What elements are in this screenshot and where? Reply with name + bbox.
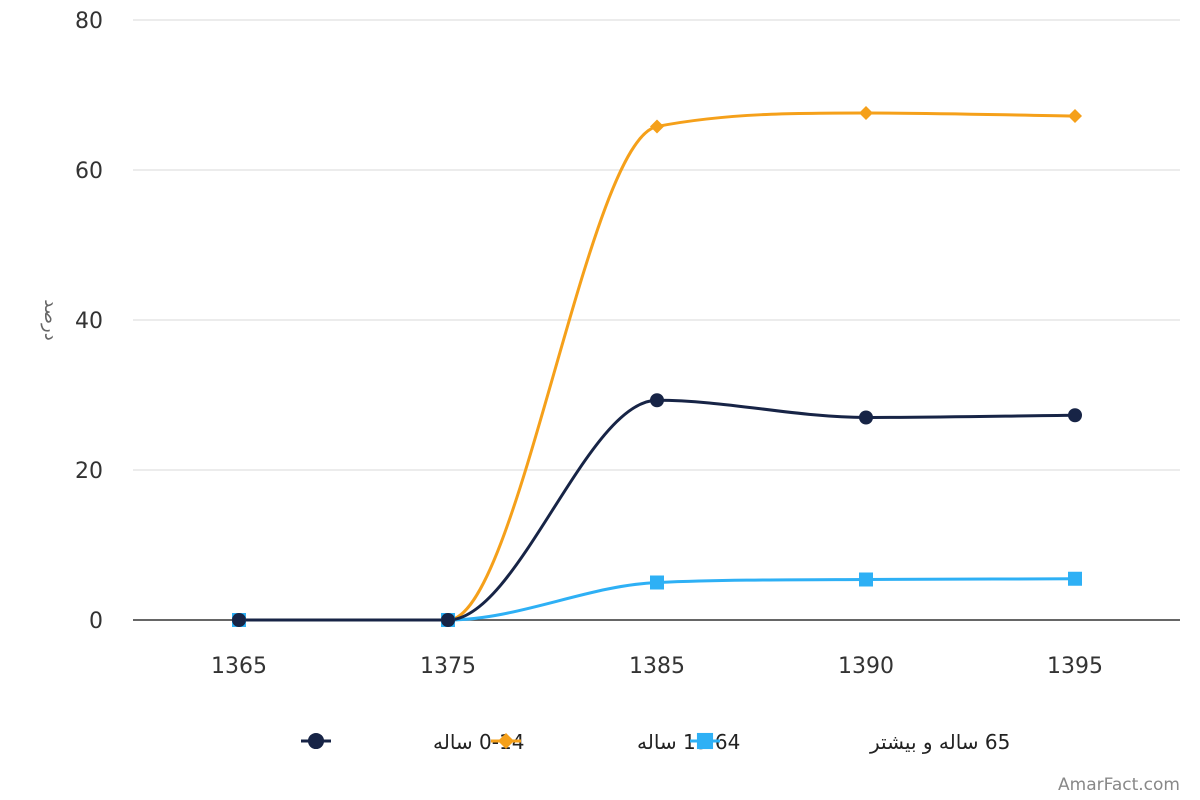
legend-item-2: 65 ساله و بیشتر <box>690 730 1010 754</box>
grid-lines <box>133 19 1180 471</box>
legend-marker <box>497 732 515 750</box>
data-point-s0-0 <box>232 613 246 627</box>
data-point-s2-3 <box>859 572 873 587</box>
x-tick-label: 1375 <box>420 654 476 679</box>
series-line-0 <box>237 398 1077 622</box>
x-tick-label: 1395 <box>1047 654 1103 679</box>
data-point-s0-4 <box>1068 408 1082 423</box>
legend-marker <box>696 732 714 750</box>
legend: 0-14 ساله 15.64 ساله 65 ساله و بیشتر <box>301 730 1010 754</box>
data-point-s1-2 <box>650 119 664 134</box>
data-point-s2-2 <box>650 575 664 590</box>
y-axis-title: درصد <box>40 299 61 340</box>
series-lines <box>237 111 1077 622</box>
data-point-s0-2 <box>650 393 664 408</box>
data-point-s0-3 <box>859 410 873 425</box>
y-tick-label: 60 <box>75 159 103 184</box>
legend-item-1: 15.64 ساله <box>491 730 740 754</box>
legend-item-0: 0-14 ساله <box>301 730 524 754</box>
watermark: AmarFact.com <box>1058 775 1180 795</box>
data-point-s0-1 <box>441 613 455 627</box>
x-tick-label: 1390 <box>838 654 894 679</box>
y-tick-label: 80 <box>75 9 103 34</box>
x-tick-label: 1365 <box>211 654 267 679</box>
x-tick-label: 1385 <box>629 654 685 679</box>
legend-label: 15.64 ساله <box>637 730 740 754</box>
y-tick-label: 0 <box>89 609 103 634</box>
legend-marker <box>307 732 325 750</box>
data-point-s1-3 <box>859 106 873 120</box>
series-markers <box>232 106 1082 627</box>
data-point-s1-4 <box>1068 109 1082 123</box>
y-tick-label: 20 <box>75 459 103 484</box>
legend-label: 65 ساله و بیشتر <box>869 730 1010 754</box>
y-tick-label: 40 <box>75 309 103 334</box>
axes: 0 20 40 60 80 1365 1375 1385 1390 1395 <box>75 9 1180 679</box>
data-point-s2-4 <box>1068 571 1082 586</box>
series-line-1 <box>237 111 1077 622</box>
